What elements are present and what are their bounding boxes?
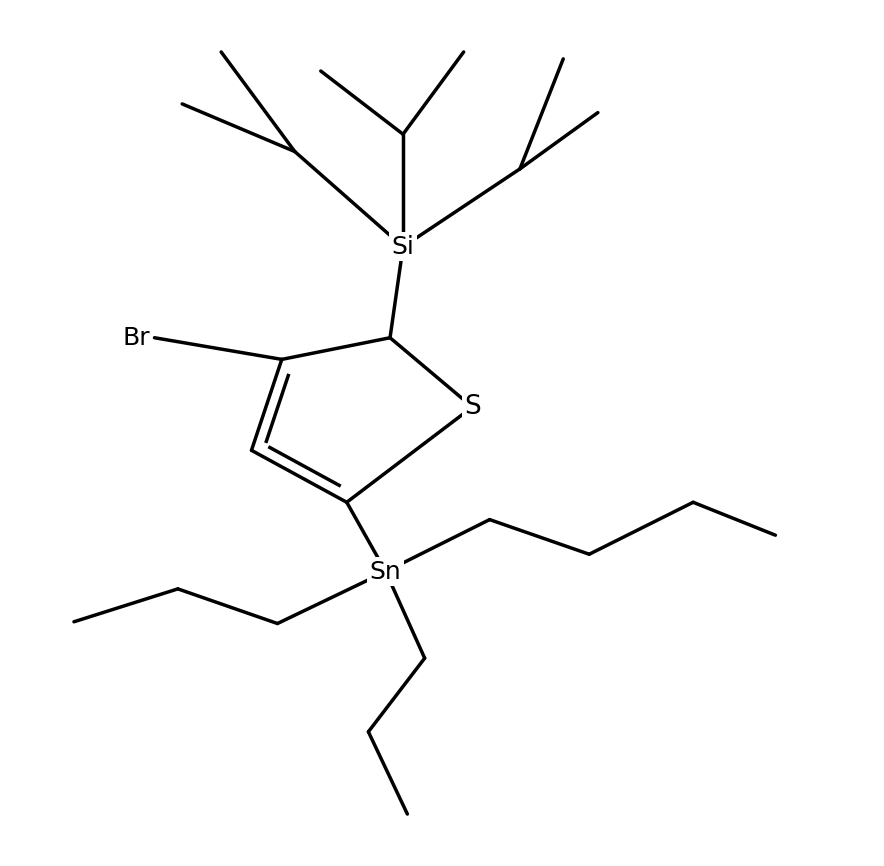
Text: S: S bbox=[464, 394, 481, 420]
Text: Br: Br bbox=[123, 326, 150, 350]
Text: Sn: Sn bbox=[370, 559, 401, 584]
Text: Si: Si bbox=[392, 235, 415, 259]
